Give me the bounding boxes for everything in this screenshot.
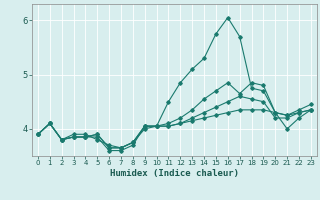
X-axis label: Humidex (Indice chaleur): Humidex (Indice chaleur) [110, 169, 239, 178]
